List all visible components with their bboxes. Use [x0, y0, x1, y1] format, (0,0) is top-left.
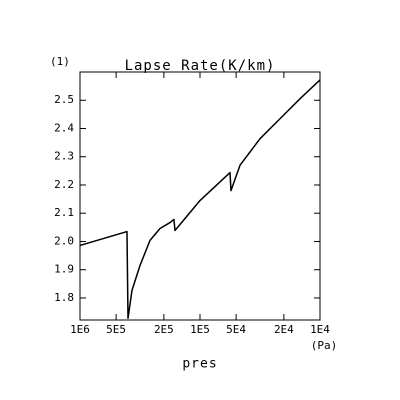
x-tick-label: 2E5 [154, 323, 174, 336]
y-tick-label: 2.4 [54, 121, 74, 134]
x-tick-label: 1E4 [310, 323, 330, 336]
y-tick-label: 2.2 [54, 178, 74, 191]
x-tick-label: 1E5 [190, 323, 210, 336]
x-tick-label: 1E6 [70, 323, 90, 336]
y-tick-label: 1.9 [54, 263, 74, 276]
x-tick-label: 2E4 [274, 323, 294, 336]
x-unit-label: (Pa) [311, 339, 338, 352]
y-tick-label: 2.5 [54, 93, 74, 106]
plot-frame [79, 71, 321, 321]
line-series [79, 79, 321, 320]
y-tick-label: 1.8 [54, 291, 74, 304]
chart-title: Lapse Rate(K/km) [125, 58, 276, 74]
panel-label: (1) [50, 55, 70, 68]
x-tick-label: 5E4 [226, 323, 246, 336]
x-tick-label: 5E5 [106, 323, 126, 336]
y-tick-label: 2.3 [54, 150, 74, 163]
y-tick-label: 2.1 [54, 206, 74, 219]
y-tick-label: 2.0 [54, 234, 74, 247]
x-axis-label: pres [182, 357, 217, 372]
